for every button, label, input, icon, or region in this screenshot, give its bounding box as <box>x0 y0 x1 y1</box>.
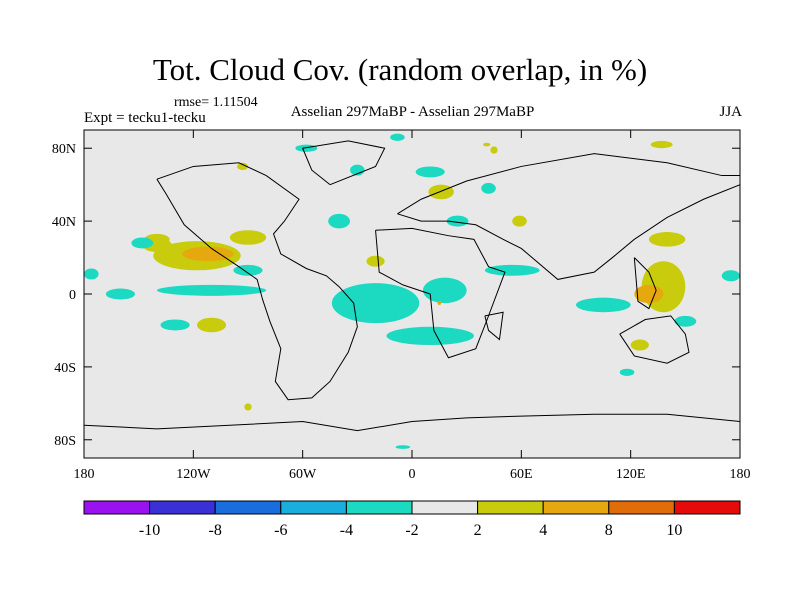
colorbar-label-0: -10 <box>139 522 160 539</box>
anomaly-region-39 <box>650 140 673 149</box>
colorbar-box-7 <box>542 500 610 515</box>
anomaly-region-38 <box>244 403 252 411</box>
rmse-label: rmse= 1.11504 <box>174 95 258 110</box>
anomaly-region-31 <box>634 284 664 304</box>
anomaly-region-34 <box>674 315 697 327</box>
y-tick-label-1: 40N <box>52 215 76 230</box>
x-tick-label-0: 180 <box>74 467 95 482</box>
anomaly-region-40 <box>395 445 411 449</box>
y-tick-label-0: 80N <box>52 142 76 157</box>
colorbar-label-6: 4 <box>539 522 547 539</box>
anomaly-region-9 <box>160 319 190 331</box>
colorbar-box-0 <box>83 500 151 515</box>
coastline-0 <box>156 162 358 401</box>
colorbar-box-4 <box>345 500 413 515</box>
x-tick-label-4: 60E <box>510 467 533 482</box>
coastline-7 <box>484 311 504 341</box>
season-label: JJA <box>719 104 742 120</box>
colorbar-label-4: -2 <box>405 522 418 539</box>
anomaly-region-6 <box>156 284 267 296</box>
colorbar-label-1: -8 <box>209 522 222 539</box>
anomaly-region-29 <box>390 133 405 141</box>
anomaly-region-10 <box>196 317 227 333</box>
colorbar: -10 -8 -6 -4 -2 2 4 8 10 <box>83 500 741 539</box>
anomaly-region-23 <box>512 215 527 227</box>
colorbar-box-3 <box>280 500 347 515</box>
coastline-5 <box>619 315 690 364</box>
coastline-3 <box>301 140 386 186</box>
anomaly-region-7 <box>105 288 136 300</box>
x-tick-label-5: 120E <box>616 467 646 482</box>
anomaly-region-19 <box>415 166 445 178</box>
y-tick-label-4: 80S <box>54 434 76 449</box>
coastline-layer <box>84 140 740 432</box>
x-tick-label-1: 120W <box>176 467 211 482</box>
anomaly-region-18 <box>484 264 540 276</box>
colorbar-box-5 <box>411 500 479 515</box>
case-label: Asselian 297MaBP - Asselian 297MaBP <box>290 104 535 120</box>
colorbar-box-1 <box>149 500 216 515</box>
anomaly-region-26 <box>483 142 491 147</box>
x-tick-label-3: 0 <box>409 467 416 482</box>
anomaly-region-22 <box>446 215 469 227</box>
colorbar-label-8: 10 <box>666 522 682 539</box>
colorbar-box-6 <box>477 500 544 515</box>
anomaly-region-35 <box>721 270 740 282</box>
colorbar-box-2 <box>214 500 282 515</box>
x-tick-label-2: 60W <box>289 467 317 482</box>
colorbar-label-7: 8 <box>605 522 613 539</box>
anomaly-region-20 <box>428 184 454 200</box>
anomaly-region-8 <box>84 268 99 280</box>
anomaly-region-25 <box>490 146 498 154</box>
anomaly-region-36 <box>630 339 649 351</box>
anomaly-region-27 <box>295 144 318 152</box>
anomaly-region-14 <box>422 277 467 304</box>
coastline-2 <box>397 153 740 280</box>
anomaly-region-21 <box>481 182 496 194</box>
colorbar-label-2: -6 <box>274 522 287 539</box>
coastline-1 <box>375 227 506 359</box>
coastline-4 <box>84 413 740 432</box>
y-tick-label-2: 0 <box>69 288 76 303</box>
anomaly-region-16 <box>328 213 351 229</box>
colorbar-box-9 <box>673 500 741 515</box>
anomaly-region-32 <box>576 297 631 313</box>
coastline-6 <box>633 257 657 310</box>
colorbar-label-5: 2 <box>474 522 482 539</box>
chart-title: Tot. Cloud Cov. (random overlap, in %) <box>152 52 648 87</box>
colorbar-label-3: -4 <box>340 522 353 539</box>
anomaly-region-33 <box>648 232 686 247</box>
anomaly-region-1 <box>182 246 234 262</box>
x-tick-label-6: 180 <box>730 467 751 482</box>
anomaly-region-2 <box>229 230 267 245</box>
anomaly-region-28 <box>237 162 249 171</box>
anomaly-region-37 <box>619 368 635 376</box>
anomaly-region-24 <box>350 164 365 176</box>
anomaly-region-15 <box>437 301 442 305</box>
anomaly-region-5 <box>131 237 154 249</box>
anomaly-region-12 <box>331 283 420 324</box>
axis-ticks: 180 120W 60W 0 60E 120E 180 80N 40N 0 40S 80S <box>52 130 751 482</box>
y-tick-label-3: 40S <box>54 361 76 376</box>
experiment-label: Expt = tecku1-tecku <box>84 110 206 126</box>
anomaly-region-13 <box>386 326 474 346</box>
anomaly-region-17 <box>366 255 385 267</box>
colorbar-box-8 <box>608 500 675 515</box>
